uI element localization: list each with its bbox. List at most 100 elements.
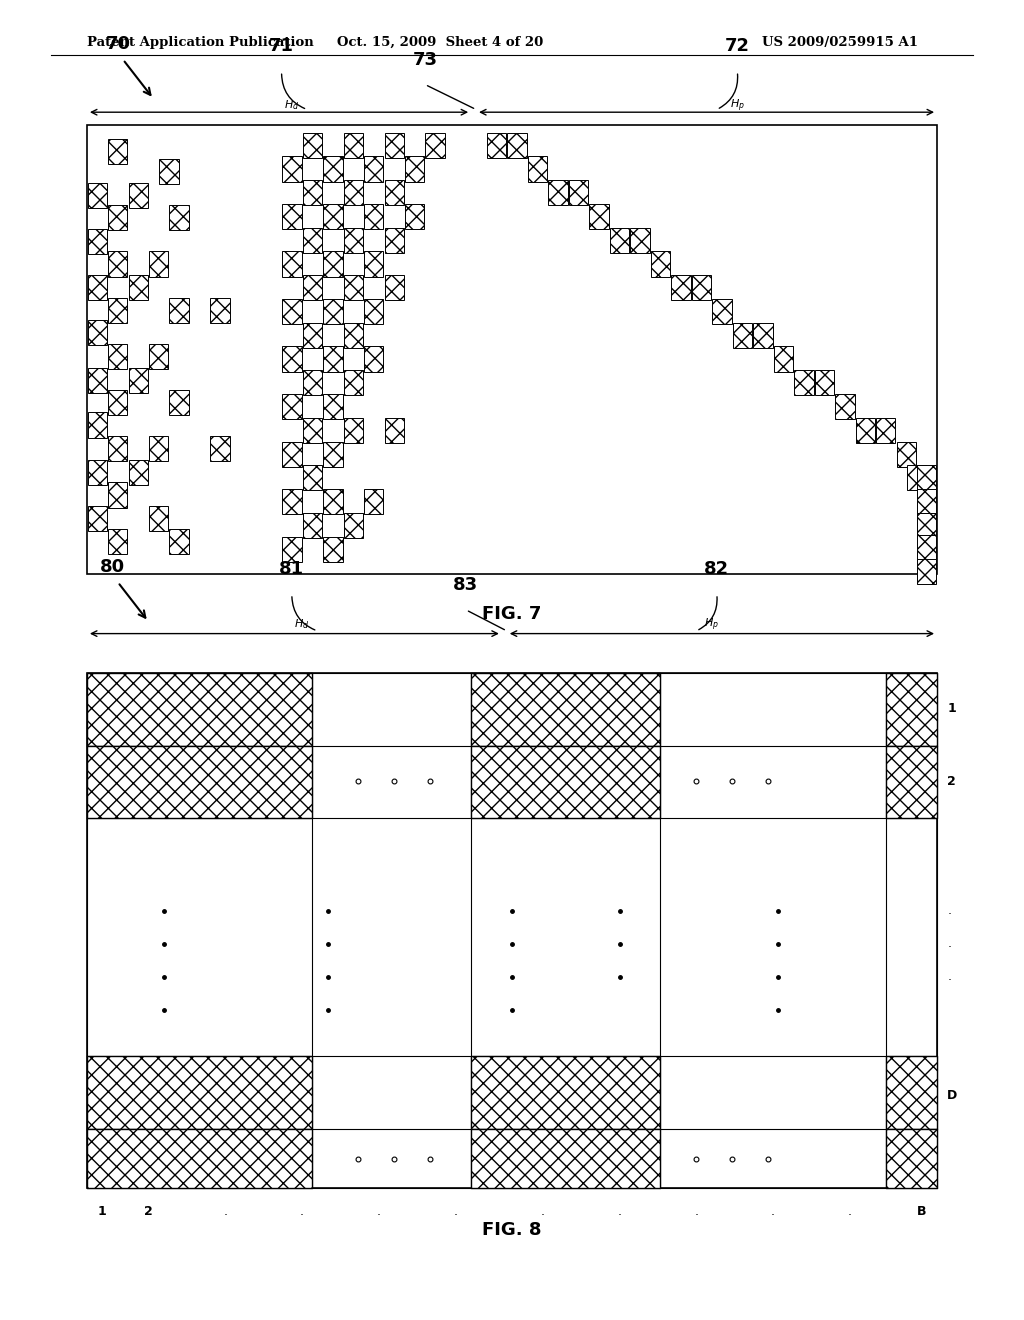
Bar [672, 276, 691, 300]
Bar [150, 436, 168, 461]
Bar [282, 536, 301, 562]
Bar [886, 1056, 937, 1129]
Bar [169, 528, 188, 554]
Bar [508, 133, 526, 158]
Text: $H_p$: $H_p$ [705, 616, 719, 632]
Text: .: . [300, 1205, 304, 1218]
Bar [365, 346, 383, 372]
Bar [918, 512, 937, 539]
Bar [918, 560, 937, 583]
Bar [211, 436, 229, 461]
Bar [907, 465, 927, 490]
Bar [109, 205, 128, 230]
Bar [343, 133, 362, 158]
Bar [88, 319, 108, 345]
Bar [733, 322, 752, 347]
Bar [109, 436, 128, 461]
Bar [343, 227, 362, 253]
Bar [88, 459, 108, 484]
Text: 83: 83 [454, 576, 478, 594]
Text: .: . [848, 1205, 852, 1218]
Text: 80: 80 [100, 557, 125, 576]
Bar [343, 370, 362, 396]
Bar [87, 1056, 312, 1129]
Bar [426, 133, 444, 158]
Bar [471, 1129, 660, 1188]
Bar [129, 367, 147, 393]
Text: $H_d$: $H_d$ [285, 99, 299, 112]
Bar [385, 417, 403, 442]
Bar [836, 393, 854, 420]
Text: FIG. 8: FIG. 8 [482, 1221, 542, 1239]
Text: .: . [454, 1205, 458, 1218]
Text: 73: 73 [413, 50, 437, 69]
Bar [150, 506, 168, 531]
Bar [160, 158, 178, 183]
Text: .: . [223, 1205, 227, 1218]
Text: .: . [617, 1205, 622, 1218]
Bar [324, 157, 342, 181]
Bar [303, 322, 322, 347]
Bar [343, 322, 362, 347]
Bar [169, 205, 188, 230]
Bar [406, 157, 425, 181]
Bar [282, 251, 301, 277]
Bar [385, 227, 403, 253]
Bar [87, 673, 937, 1188]
Bar [303, 512, 322, 539]
Bar [303, 227, 322, 253]
Text: B: B [916, 1205, 927, 1218]
Bar [169, 391, 188, 414]
Text: $H_d$: $H_d$ [295, 618, 309, 631]
Bar [365, 488, 383, 513]
Bar [343, 417, 362, 442]
Bar [88, 182, 108, 207]
Bar [282, 488, 301, 513]
Bar [365, 157, 383, 181]
Bar [88, 276, 108, 300]
Bar [87, 125, 937, 574]
Bar [109, 343, 128, 368]
Bar [877, 417, 895, 442]
Text: Patent Application Publication: Patent Application Publication [87, 36, 313, 49]
Bar [303, 417, 322, 442]
Text: .: . [541, 1205, 545, 1218]
Bar [109, 251, 128, 277]
Text: US 2009/0259915 A1: US 2009/0259915 A1 [762, 36, 918, 49]
Bar [610, 227, 629, 253]
Bar [471, 1056, 660, 1129]
Bar [324, 393, 342, 420]
Bar [282, 205, 301, 230]
Text: 2: 2 [947, 775, 956, 788]
Bar [169, 297, 188, 322]
Text: FIG. 7: FIG. 7 [482, 605, 542, 623]
Bar [324, 346, 342, 372]
Text: 1: 1 [947, 702, 956, 715]
Bar [88, 230, 108, 253]
Text: .: . [694, 1205, 698, 1218]
Bar [886, 1129, 937, 1188]
Bar [918, 465, 937, 490]
Text: 70: 70 [105, 34, 130, 53]
Bar [129, 276, 147, 300]
Bar [87, 673, 312, 746]
Bar [324, 488, 342, 513]
Text: Oct. 15, 2009  Sheet 4 of 20: Oct. 15, 2009 Sheet 4 of 20 [337, 36, 544, 49]
Bar [282, 441, 301, 466]
Bar [87, 746, 312, 818]
Bar [795, 370, 814, 396]
Bar [343, 181, 362, 205]
Bar [385, 276, 403, 300]
Bar [774, 346, 794, 372]
Text: .: . [771, 1205, 775, 1218]
Bar [569, 181, 588, 205]
Bar [109, 528, 128, 554]
Bar [651, 251, 671, 277]
Bar [897, 441, 916, 466]
Bar [471, 673, 660, 746]
Bar [365, 251, 383, 277]
Bar [549, 181, 568, 205]
Text: 2: 2 [144, 1205, 153, 1218]
Bar [211, 297, 229, 322]
Bar [324, 298, 342, 323]
